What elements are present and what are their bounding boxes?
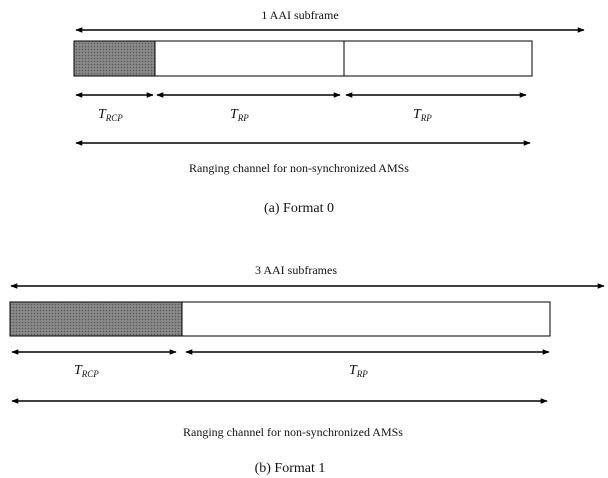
format1-caption: (b) Format 1 [255,461,326,476]
format0-t-rcp-label: TRCP [98,107,123,123]
format1-channel-label: Ranging channel for non-synchronized AMS… [183,425,403,439]
format0-rp-block-2 [343,40,533,77]
format0-t-rp-label-2: TRP [413,107,432,123]
format0-caption: (a) Format 0 [264,201,334,216]
format1-t-rp-label: TRP [349,363,368,379]
format-0: 1 AAI subframe TRCP TRP TRP Ranging chan… [73,8,585,216]
format0-channel-label: Ranging channel for non-synchronized AMS… [189,161,409,175]
format0-span-label: 1 AAI subframe [261,8,338,22]
format-1: 3 AAI subframes TRCP TRP Ranging channel… [9,263,605,476]
format0-rcp-block [73,40,156,77]
format1-span-label: 3 AAI subframes [255,263,337,277]
format0-rp-block-1 [154,40,345,77]
format1-rcp-block [9,301,183,337]
format1-rp-block [181,301,551,337]
format0-t-rp-label-1: TRP [230,107,249,123]
format1-t-rcp-label: TRCP [74,363,99,379]
